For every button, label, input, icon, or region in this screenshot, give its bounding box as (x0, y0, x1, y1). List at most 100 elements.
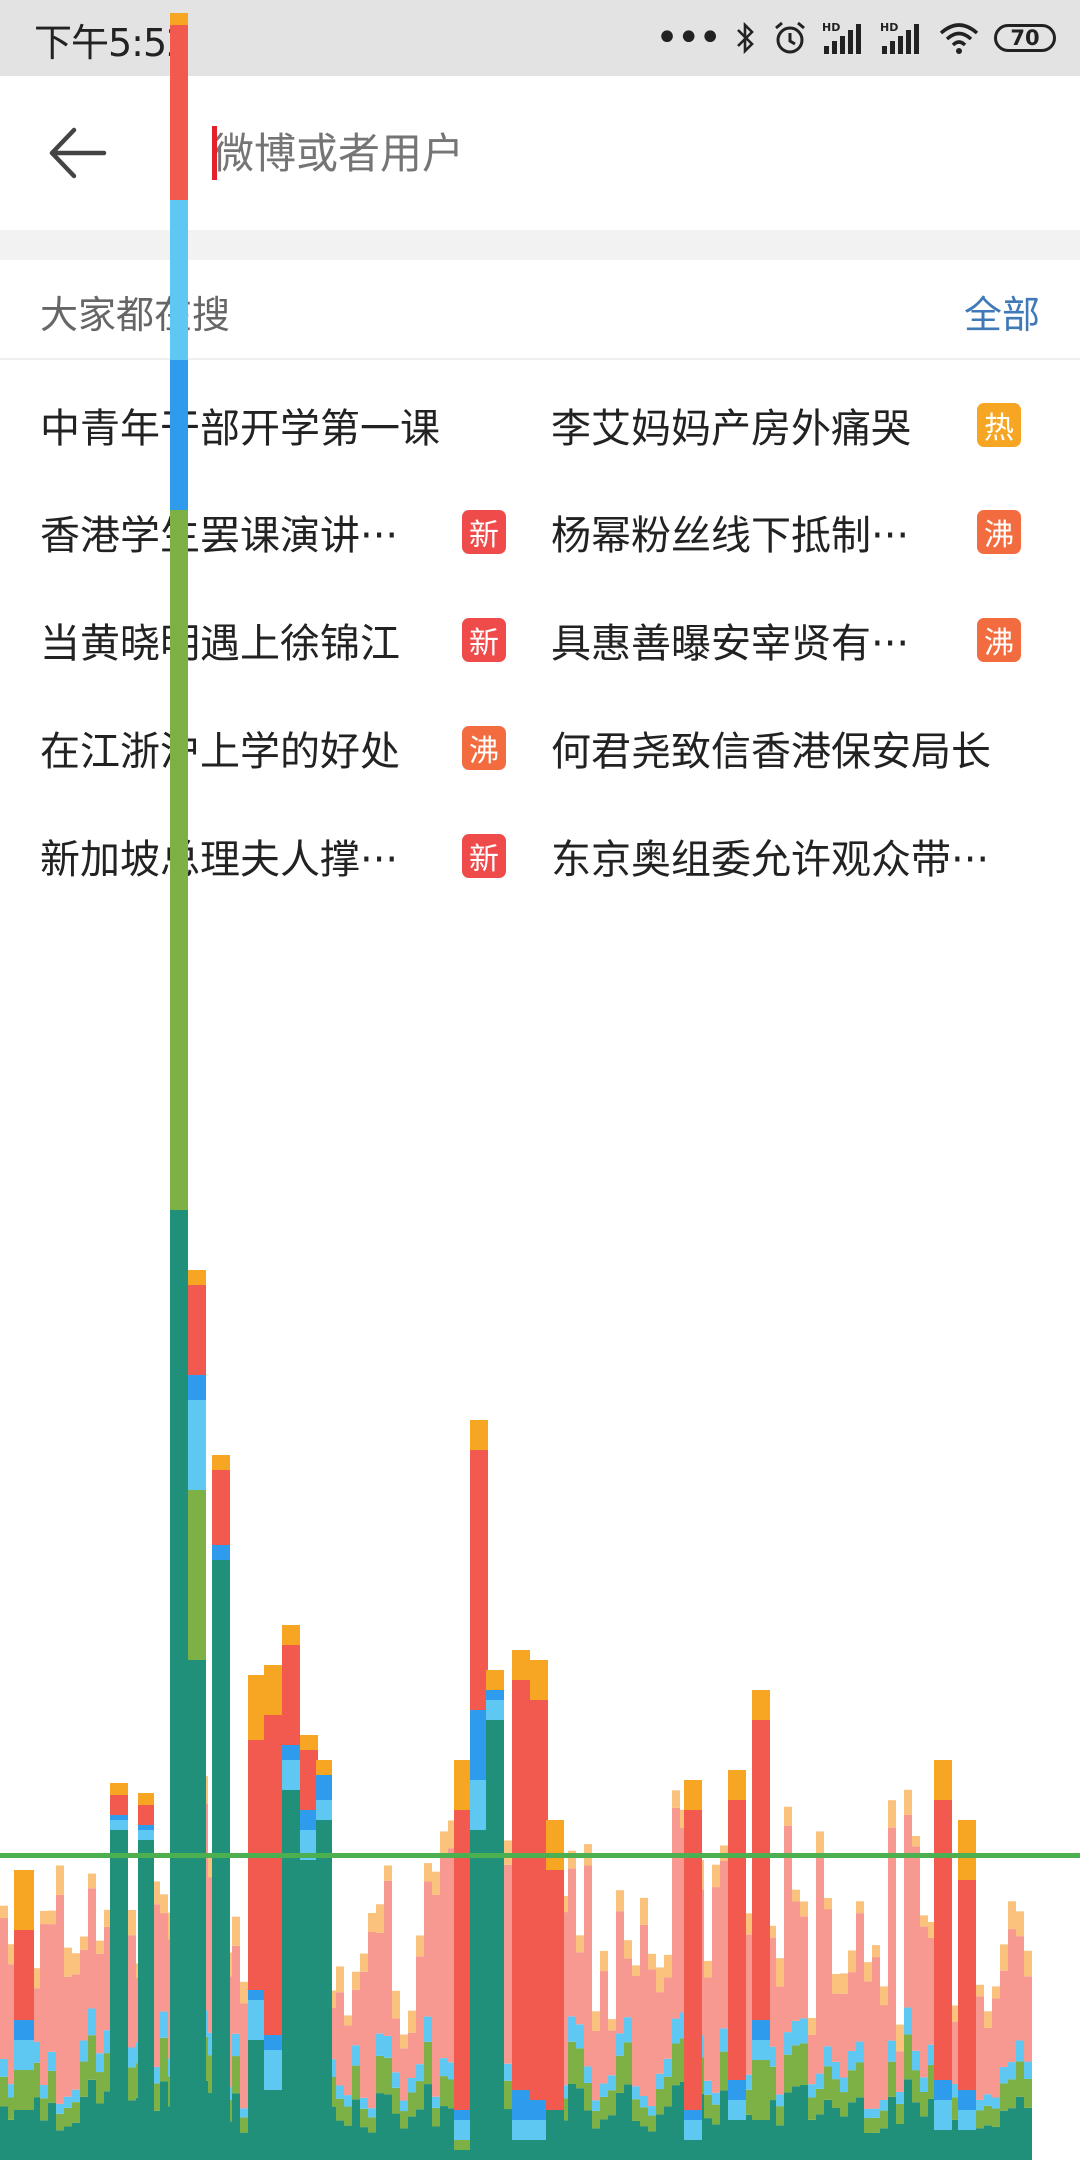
overlay-bar-segment (958, 2110, 976, 2130)
svg-text:HD: HD (822, 21, 840, 34)
overlay-bar-segment (232, 2093, 240, 2160)
overlay-bar-segment (608, 2090, 616, 2116)
overlay-bar-segment (96, 2072, 104, 2104)
back-arrow-icon[interactable] (44, 120, 114, 186)
overlay-bar-segment (934, 2130, 952, 2160)
overlay-bar-segment (848, 2070, 856, 2103)
hot-search-item[interactable]: 当黄晓明遇上徐锦江 新 (40, 595, 510, 685)
overlay-bar-segment (920, 2077, 928, 2092)
overlay-bar-segment (648, 1969, 656, 2107)
overlay-bar-segment (104, 2030, 112, 2054)
overlay-bar-segment (784, 2092, 792, 2160)
overlay-bar-segment (632, 1976, 640, 2087)
search-input[interactable] (212, 120, 1012, 186)
hot-search-item[interactable]: 新加坡总理夫人撑··· 新 (40, 811, 510, 901)
overlay-bar-segment (128, 2100, 136, 2160)
overlay-bar-segment (992, 1986, 1000, 1999)
overlay-bar-segment (864, 2108, 872, 2118)
overlay-bar-segment (752, 2120, 770, 2160)
new-badge: 新 (462, 618, 506, 662)
hot-search-item[interactable]: 李艾妈妈产房外痛哭 热 (551, 380, 1021, 470)
overlay-bar-segment (376, 2033, 384, 2056)
overlay-bar-segment (728, 2100, 746, 2120)
overlay-bar-segment (336, 1992, 344, 2086)
overlay-bar-segment (1008, 2079, 1016, 2109)
overlay-bar-segment (96, 2053, 104, 2073)
overlay-bar-segment (768, 1925, 776, 1938)
overlay-bar-segment (264, 1665, 282, 1715)
overlay-bar-segment (344, 2125, 352, 2160)
overlay-bar-segment (170, 1210, 188, 2160)
overlay-bar-segment (448, 2108, 456, 2160)
overlay-bar-segment (1008, 2108, 1016, 2160)
overlay-bar-segment (640, 2126, 648, 2160)
hot-search-item[interactable]: 何君尧致信香港保安局长 (551, 703, 1021, 793)
overlay-bar-segment (1016, 1911, 1024, 1937)
overlay-bar-segment (240, 2108, 248, 2118)
overlay-bar-segment (632, 2086, 640, 2100)
hot-search-item[interactable]: 香港学生罢课演讲··· 新 (40, 487, 510, 577)
overlay-bar-segment (110, 1820, 128, 1830)
overlay-bar-segment (784, 2032, 792, 2055)
overlay-bar-segment (368, 2132, 376, 2160)
overlay-bar-segment (568, 1850, 576, 1869)
overlay-bar-segment (160, 1894, 168, 1914)
overlay-bar-segment (848, 2050, 856, 2071)
overlay-bar-segment (792, 1901, 800, 2021)
overlay-bar-segment (416, 2109, 424, 2160)
hot-search-text: 新加坡总理夫人撑··· (40, 837, 399, 883)
overlay-bar-segment (808, 2084, 816, 2098)
overlay-bar-segment (776, 2125, 784, 2160)
overlay-bar-segment (416, 1956, 424, 2065)
overlay-bar-segment (300, 1830, 318, 1860)
overlay-bar-segment (896, 2024, 904, 2052)
overlay-bar-segment (752, 1690, 770, 1720)
overlay-bar-segment (816, 2073, 824, 2089)
view-all-link[interactable]: 全部 (963, 293, 1040, 337)
overlay-bar-segment (640, 2096, 648, 2108)
overlay-bar-segment (632, 1965, 640, 1977)
overlay-bar-segment (110, 1783, 128, 1795)
overlay-bar-segment (600, 2096, 608, 2120)
overlay-bar-segment (240, 2117, 248, 2133)
hot-search-item[interactable]: 中青年干部开学第一课 (40, 380, 510, 470)
overlay-bar-segment (240, 1981, 248, 2004)
overlay-bar-segment (336, 2085, 344, 2099)
overlay-bar-segment (832, 2108, 840, 2160)
overlay-bar-segment (600, 2119, 608, 2160)
overlay-bar-segment (400, 2128, 408, 2160)
hot-search-text: 具惠善曝安宰贤有··· (551, 621, 910, 667)
hot-search-item[interactable]: 东京奥组委允许观众带··· (551, 811, 1021, 901)
overlay-bar-segment (1024, 2107, 1032, 2160)
overlay-bar-segment (934, 1800, 952, 2080)
overlay-bar-segment (336, 1966, 344, 1993)
overlay-bar-segment (282, 1760, 300, 1790)
overlay-bar-segment (648, 2131, 656, 2160)
overlay-bar-segment (928, 2065, 936, 2099)
overlay-bar-segment (300, 1735, 318, 1750)
hot-search-item[interactable]: 在江浙沪上学的好处 沸 (40, 703, 510, 793)
overlay-bar-segment (56, 2130, 64, 2160)
overlay-bar-segment (32, 1988, 40, 2042)
wifi-icon (939, 23, 979, 54)
overlay-bar-segment (958, 1820, 976, 1880)
overlay-bar-segment (424, 2084, 432, 2160)
overlay-bar-segment (486, 1670, 504, 1690)
overlay-bar-segment (992, 2097, 1000, 2109)
hot-search-item[interactable]: 具惠善曝安宰贤有··· 沸 (551, 595, 1021, 685)
overlay-bar-segment (720, 2051, 728, 2091)
overlay-bar-segment (336, 2120, 344, 2160)
overlay-bar-segment (440, 2058, 448, 2077)
overlay-bar-segment (624, 2017, 632, 2043)
hot-search-text: 在江浙沪上学的好处 (40, 729, 400, 775)
overlay-bar-segment (96, 1940, 104, 1954)
overlay-bar-segment (432, 2096, 440, 2108)
overlay-bar-segment (864, 2117, 872, 2133)
hot-search-item[interactable]: 杨幂粉丝线下抵制··· 沸 (551, 487, 1021, 577)
overlay-bar-segment (984, 2094, 992, 2106)
overlay-bar-segment (976, 1984, 984, 1997)
overlay-bar-segment (316, 1760, 332, 1775)
overlay-bar-segment (72, 2102, 80, 2123)
overlay-bar-segment (376, 2055, 384, 2094)
overlay-bar-segment (848, 1950, 856, 1973)
